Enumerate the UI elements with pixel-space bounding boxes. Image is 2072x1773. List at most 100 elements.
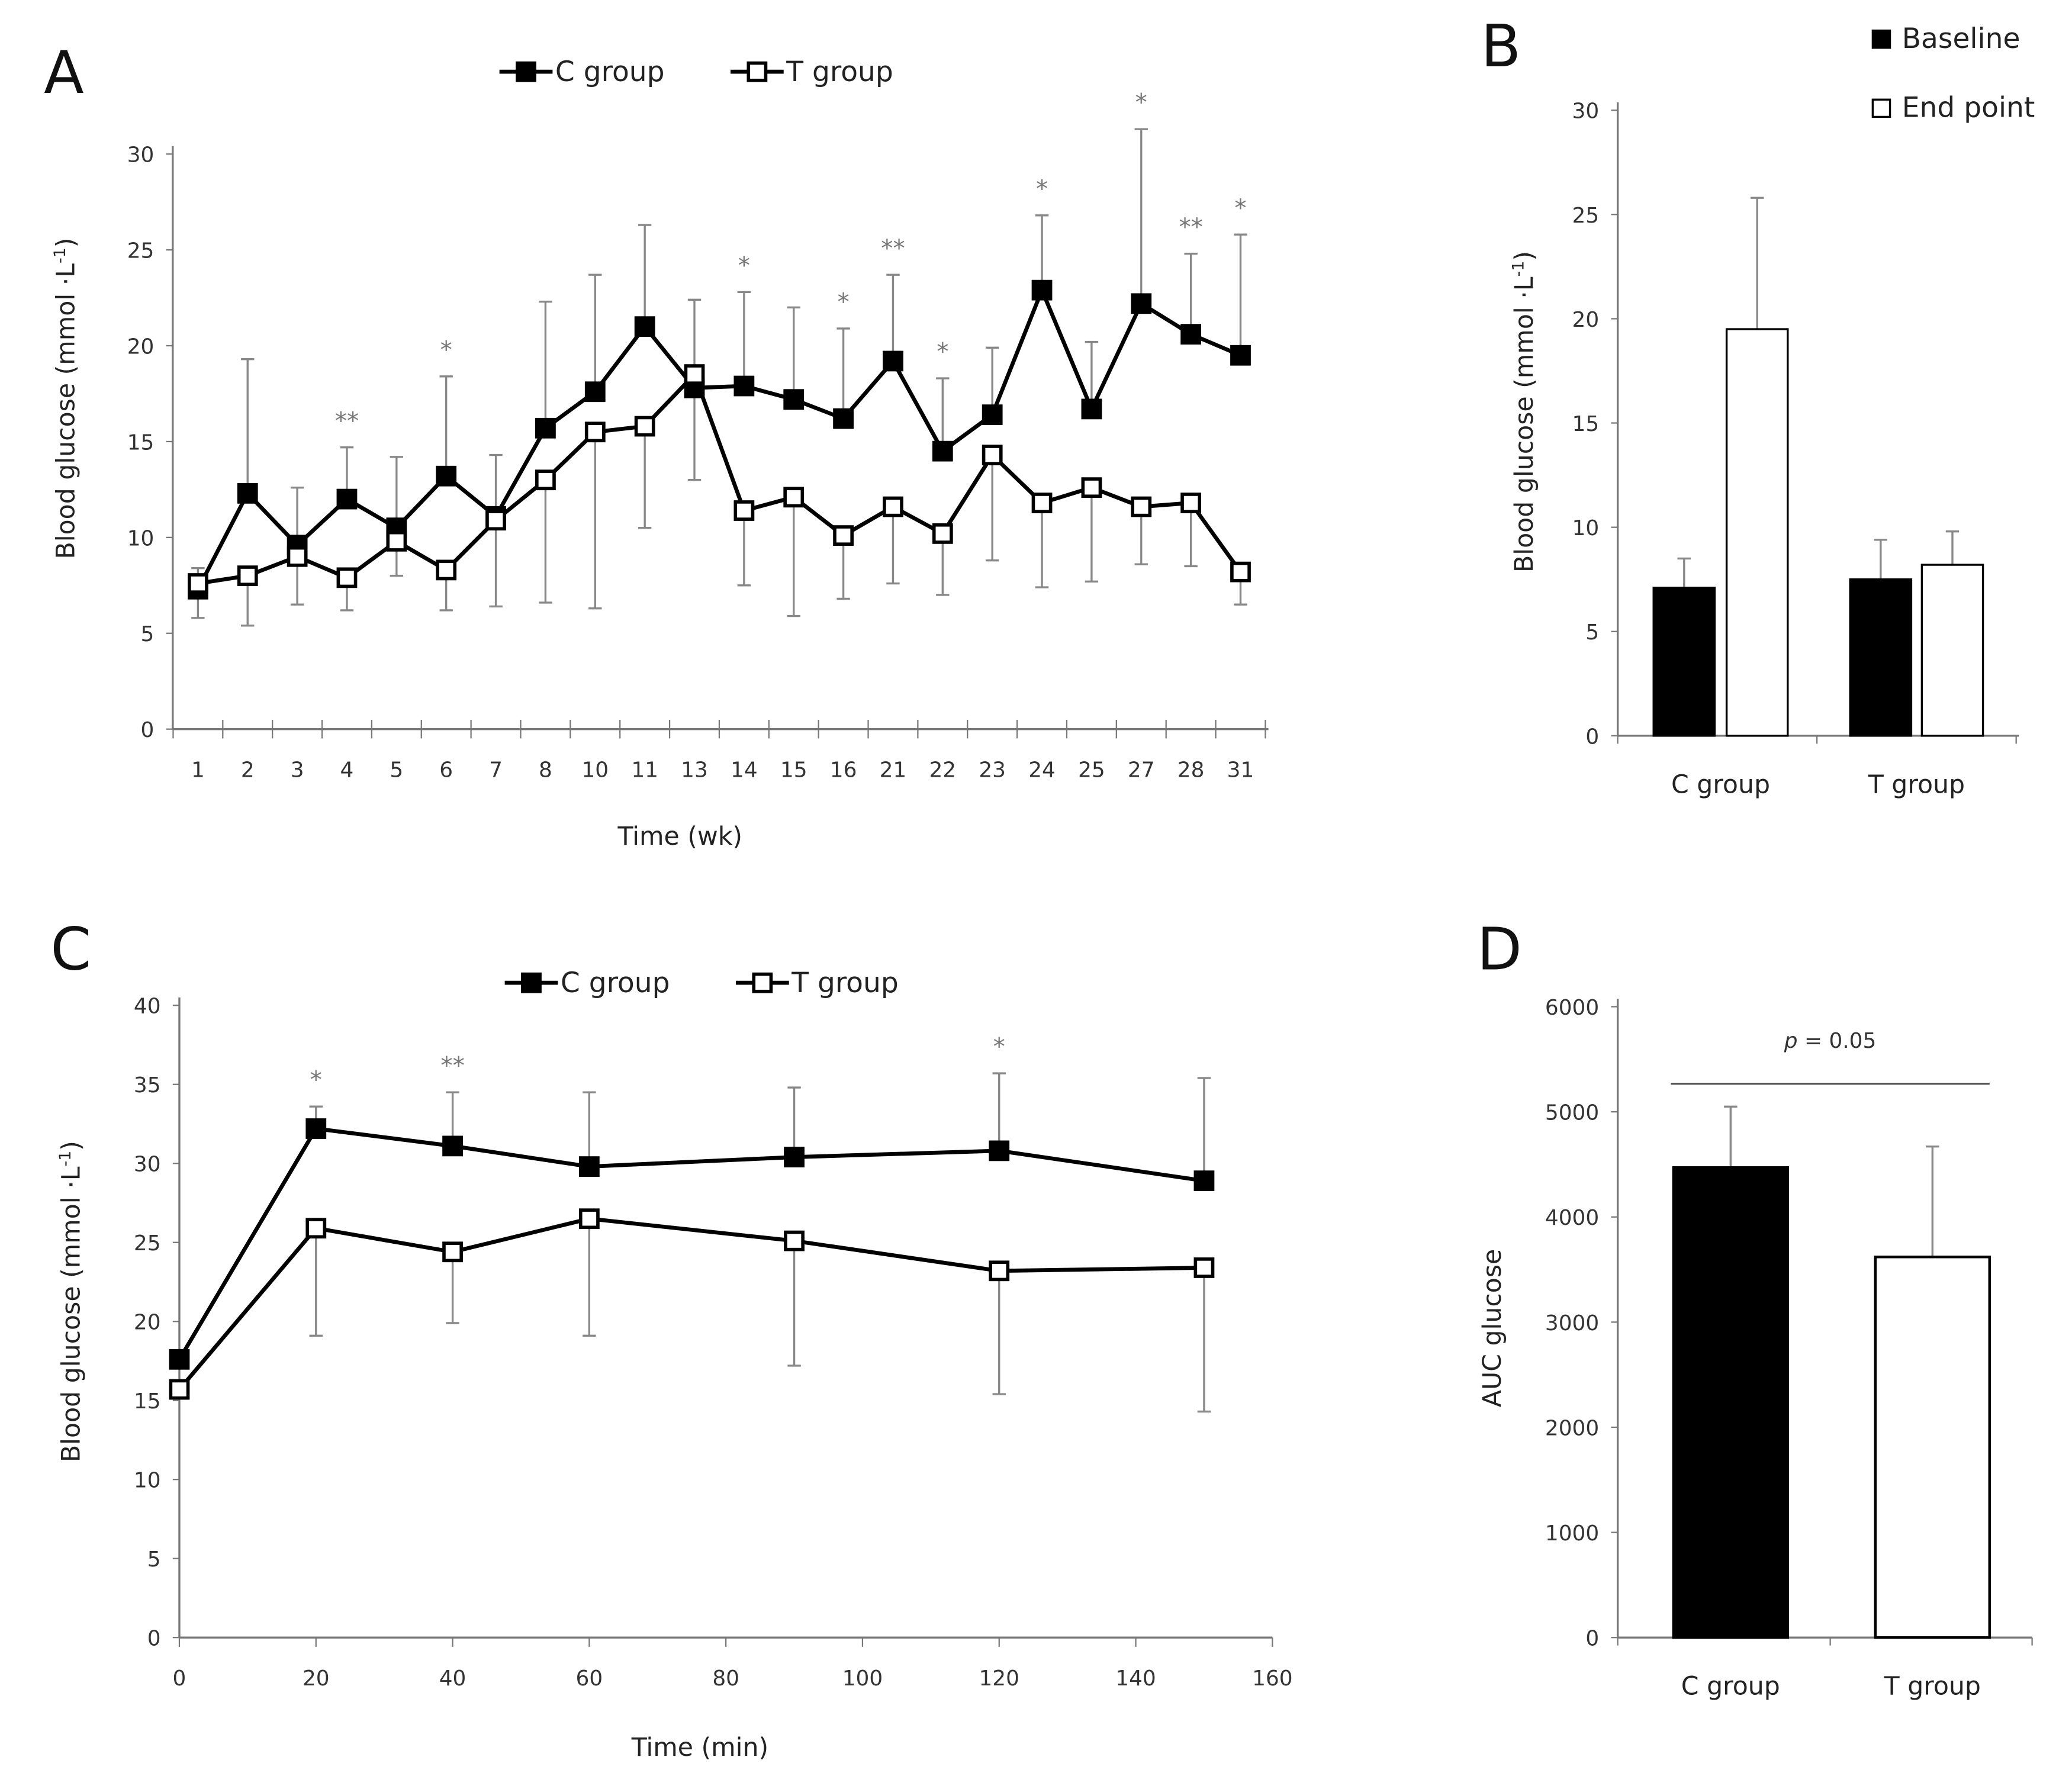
x-tick-label: 2 [241,758,255,782]
panel-c: C 0 5 10 15 20 25 30 35 40 0 20 40 60 80 100 120 140 160 Ti… [50,916,1292,1762]
c-group-point [634,316,655,337]
t-group-point [833,525,854,546]
significance-marker: * [1234,194,1246,222]
x-tick-label: C group [1681,1672,1780,1701]
y-tick-label: 6000 [1545,996,1599,1020]
x-tick-label: 5 [390,758,403,782]
legend-label: C group [555,56,665,88]
y-tick-label: 35 [134,1073,161,1098]
c-group-line [178,1126,1205,1361]
bar-baseline [1849,578,1913,737]
y-tick-label: 5 [147,1547,161,1572]
c-group-point [237,482,258,504]
t-group-point [883,496,903,517]
legend-swatch [1871,98,1891,118]
significance-marker: * [1036,175,1048,202]
y-tick-label: 30 [1572,99,1600,124]
t-group-point [1180,493,1202,513]
legend-marker [516,61,536,82]
y-tick-label: 30 [134,1153,161,1177]
t-group-point [237,565,258,586]
x-tick-label: 14 [731,758,758,782]
p-symbol: p [1784,1029,1798,1053]
t-group-point [733,500,755,521]
p-value: = 0.05 [1798,1029,1877,1053]
y-tick-label: 25 [134,1231,161,1256]
t-group-point [1081,477,1102,498]
x-tick-label: 40 [439,1666,466,1691]
y-tick-label: 2000 [1545,1416,1599,1440]
x-tick-label: 11 [631,758,658,782]
x-tick-label: 0 [173,1666,186,1691]
x-tick-label: 160 [1252,1666,1292,1691]
y-tick-label: 0 [1585,1627,1599,1651]
c-group-point [169,1349,190,1370]
y-label-sup: -1 [56,1151,75,1167]
y-tick-label: 5 [141,622,155,646]
y-tick-label: 1000 [1545,1521,1599,1546]
panel-label: B [1481,12,1521,81]
c-group-point [305,1118,327,1139]
legend-label: Baseline [1902,22,2020,55]
t-group-point [584,421,606,443]
t-group-point [1031,493,1053,513]
legend-marker [752,972,773,993]
legend-marker [521,972,542,993]
y-tick-label: 20 [134,1311,161,1335]
t-group-line [178,1217,1204,1391]
c-group-point [883,350,903,372]
y-tick-label: 15 [1572,412,1600,436]
p-value-label: p = 0.05 [1784,1029,1877,1053]
y-label-main: AUC glucose [1478,1249,1507,1407]
y-label-end: ) [1510,251,1539,261]
t-group-point [436,559,457,581]
y-label-end: ) [52,238,81,248]
significance-marker: * [310,1066,322,1094]
x-tick-label: 60 [576,1666,603,1691]
y-tick-label: 10 [134,1469,161,1493]
y-tick-label: 10 [1572,516,1600,540]
t-group-point [287,546,308,567]
c-group-point [932,440,953,462]
t-group-point [784,1230,805,1251]
y-tick-label: 5000 [1545,1101,1599,1125]
x-tick-label: 20 [303,1666,330,1691]
significance-marker: ** [881,234,905,262]
y-label-sup: -1 [51,247,69,263]
t-group-point [578,1208,600,1230]
t-group-point [442,1241,463,1263]
x-tick-label: 7 [489,758,503,782]
legend-marker [747,61,768,82]
bar-end-point [1725,328,1789,737]
y-label-main: Blood glucose (mmol ·L [1510,276,1539,572]
x-tick-label: 27 [1128,758,1155,782]
x-tick-label: 25 [1078,758,1105,782]
y-label-end: ) [57,1141,86,1151]
c-group-point [982,404,1003,425]
c-group-point [1180,324,1202,345]
c-group-point [783,389,805,410]
y-label-sup: -1 [1509,261,1527,277]
y-label-main: Blood glucose (mmol ·L [52,263,81,559]
x-tick-label: 8 [539,758,552,782]
t-group-point [336,567,358,588]
y-axis-label: Blood glucose (mmol ·L-1) [51,238,81,559]
y-label-main: Blood glucose (mmol ·L [57,1166,86,1462]
x-axis-label: Time (min) [631,1733,768,1762]
y-tick-label: 10 [127,526,155,551]
x-tick-label: 24 [1028,758,1056,782]
panel-label: A [44,39,84,107]
t-group-point [634,416,655,437]
y-axis-label: Blood glucose (mmol ·L-1) [56,1141,86,1462]
legend-label: C group [561,967,670,999]
y-tick-label: 20 [1572,308,1600,332]
significance-marker: * [993,1033,1005,1061]
x-tick-label: 10 [581,758,609,782]
significance-marker: * [738,252,750,279]
bar-baseline [1652,587,1716,737]
significance-marker: * [1135,89,1147,117]
c-group-line [196,285,1241,590]
t-group-point [1230,561,1251,583]
x-tick-label: 100 [842,1666,883,1691]
x-tick-label: 3 [291,758,304,782]
